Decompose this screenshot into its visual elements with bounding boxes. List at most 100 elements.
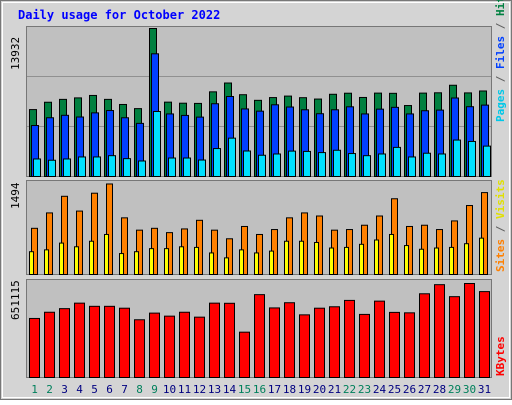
visits-bar bbox=[91, 192, 98, 275]
chart-title: Daily usage for October 2022 bbox=[18, 8, 220, 22]
legend-hits: Hits bbox=[494, 0, 507, 16]
legend-separator: / bbox=[494, 16, 507, 36]
pages-bar bbox=[123, 158, 131, 178]
legend-visits: Visits bbox=[494, 179, 507, 219]
x-tick-label: 16 bbox=[253, 383, 266, 396]
sites-bar bbox=[254, 252, 259, 276]
sites-bar bbox=[239, 249, 244, 275]
legend-files: Files bbox=[494, 36, 507, 69]
pages-bar bbox=[393, 146, 401, 178]
kbytes-bar bbox=[224, 302, 235, 378]
sites-bar bbox=[374, 239, 379, 275]
x-tick-label: 30 bbox=[463, 383, 476, 396]
kbytes-bar bbox=[194, 316, 205, 379]
x-tick-label: 6 bbox=[106, 383, 113, 396]
visits-bar bbox=[226, 238, 233, 275]
sites-bar bbox=[89, 240, 94, 276]
x-tick-label: 31 bbox=[478, 383, 491, 396]
pages-bar bbox=[408, 156, 416, 177]
sites-bar bbox=[434, 247, 439, 276]
sites-bar bbox=[359, 243, 364, 276]
x-tick-label: 24 bbox=[373, 383, 387, 396]
pages-bar bbox=[318, 152, 326, 177]
pages-bar bbox=[438, 153, 446, 178]
sites-bar bbox=[179, 246, 184, 275]
sites-bar bbox=[194, 246, 199, 275]
legend-separator: / bbox=[494, 69, 507, 89]
pages-bar bbox=[258, 154, 266, 178]
right-legend-bottom: KBytes bbox=[494, 336, 507, 376]
pages-bar bbox=[483, 145, 491, 178]
x-tick-label: 23 bbox=[358, 383, 371, 396]
visits-bar bbox=[121, 217, 128, 276]
x-tick-label: 29 bbox=[448, 383, 461, 396]
sites-bar bbox=[74, 246, 79, 275]
sites-bar bbox=[59, 242, 64, 275]
sites-bar bbox=[314, 241, 319, 275]
pages-bar bbox=[198, 159, 206, 178]
x-tick-label: 28 bbox=[433, 383, 446, 396]
pages-bar bbox=[213, 148, 221, 178]
sites-bar bbox=[344, 246, 349, 275]
pages-bar bbox=[363, 155, 371, 177]
x-tick-label: 15 bbox=[238, 383, 251, 396]
x-tick-label: 2 bbox=[46, 383, 53, 396]
sites-bar bbox=[419, 248, 424, 276]
pages-bar bbox=[228, 137, 236, 178]
legend-kbytes: KBytes bbox=[494, 336, 507, 376]
sites-bar bbox=[209, 252, 214, 276]
pages-bar bbox=[93, 156, 101, 177]
sites-bar bbox=[44, 249, 49, 275]
pages-bar bbox=[378, 153, 386, 178]
visits-bar bbox=[106, 183, 113, 275]
legend-pages: Pages bbox=[494, 89, 507, 122]
sites-bar bbox=[119, 253, 124, 275]
sites-bar bbox=[389, 233, 394, 275]
pages-bar bbox=[108, 155, 116, 177]
x-tick-label: 8 bbox=[136, 383, 143, 396]
kbytes-bar bbox=[374, 300, 385, 378]
kbytes-bar bbox=[419, 293, 430, 379]
kbytes-bar bbox=[269, 307, 280, 379]
kbytes-bar bbox=[44, 311, 55, 379]
kbytes-bar bbox=[479, 291, 490, 378]
legend-separator: / bbox=[494, 219, 507, 239]
kbytes-bar bbox=[179, 311, 190, 379]
visits-bar bbox=[46, 212, 53, 275]
pages-bar bbox=[288, 150, 296, 177]
x-tick-label: 19 bbox=[298, 383, 311, 396]
kbytes-bar bbox=[404, 312, 415, 378]
kbytes-bar bbox=[89, 305, 100, 378]
ymax-label-hits: 13932 bbox=[9, 37, 22, 70]
pages-bar bbox=[33, 158, 41, 177]
visits-bar bbox=[466, 205, 473, 275]
frame-bevel bbox=[2, 2, 510, 398]
pages-bar bbox=[138, 160, 146, 178]
right-legend-top: Pages / Files / Hits bbox=[494, 0, 507, 122]
sites-bar bbox=[299, 240, 304, 276]
sites-bar bbox=[29, 251, 34, 276]
sites-bar bbox=[269, 250, 274, 275]
pages-bar bbox=[303, 150, 311, 177]
kbytes-bar bbox=[104, 305, 115, 378]
x-tick-label: 1 bbox=[31, 383, 38, 396]
x-tick-label: 18 bbox=[283, 383, 296, 396]
pages-bar bbox=[348, 153, 356, 177]
kbytes-bar bbox=[359, 313, 370, 378]
x-tick-label: 3 bbox=[61, 383, 68, 396]
kbytes-bar bbox=[74, 302, 85, 378]
sites-bar bbox=[134, 251, 139, 276]
pages-bar bbox=[243, 150, 251, 177]
kbytes-bar bbox=[464, 283, 475, 378]
kbytes-bar bbox=[239, 331, 250, 378]
kbytes-bar bbox=[209, 302, 220, 378]
kbytes-bar bbox=[299, 314, 310, 378]
kbytes-bar bbox=[284, 302, 295, 378]
x-tick-label: 11 bbox=[178, 383, 191, 396]
pages-bar bbox=[48, 159, 56, 177]
pages-bar bbox=[153, 110, 161, 177]
pages-bar bbox=[63, 158, 71, 177]
pages-bar bbox=[273, 153, 281, 178]
legend-sites: Sites bbox=[494, 239, 507, 272]
